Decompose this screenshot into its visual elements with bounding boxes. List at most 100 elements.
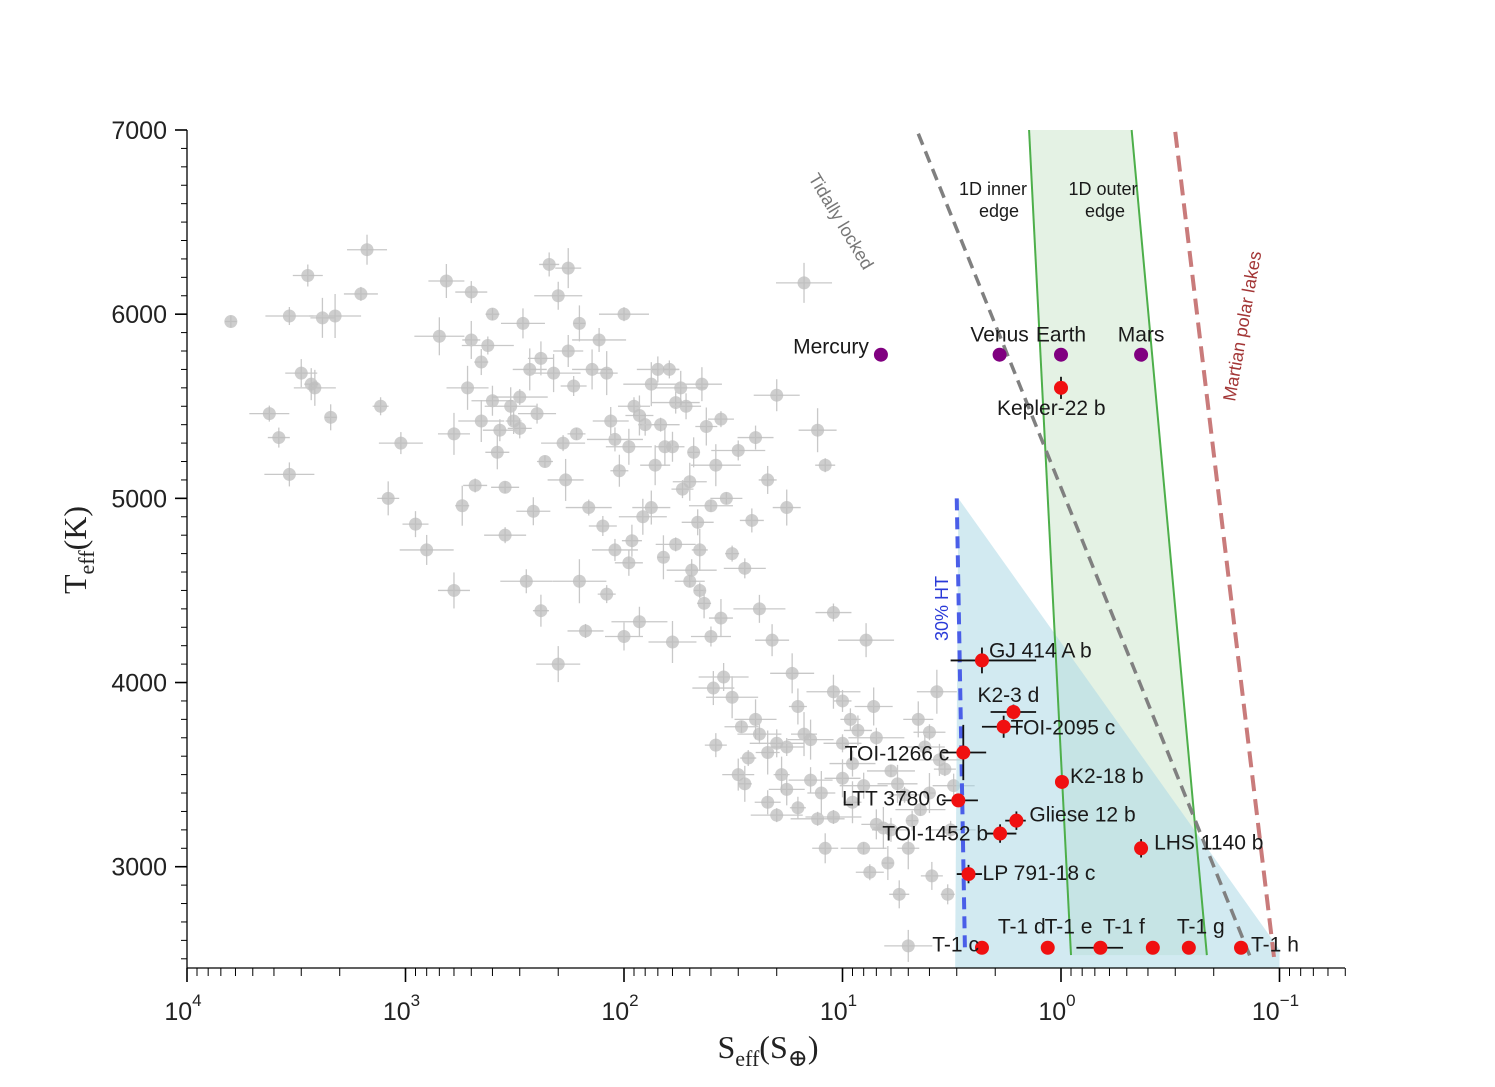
background-point: [695, 407, 718, 446]
background-point: [249, 405, 290, 422]
background-point: [724, 720, 759, 734]
background-point: [484, 527, 527, 544]
planet-marker: [1134, 841, 1149, 856]
background-point: [788, 767, 833, 794]
background-point-marker: [485, 394, 499, 408]
background-point-marker: [644, 377, 658, 391]
background-point-marker: [836, 771, 849, 785]
background-point: [565, 499, 612, 516]
background-point: [866, 764, 915, 778]
background-point: [824, 759, 861, 798]
background-point-marker: [625, 534, 639, 548]
region-layer: [955, 130, 1280, 968]
background-point-marker: [354, 287, 368, 301]
background-point-marker: [826, 685, 840, 699]
background-point: [798, 408, 837, 453]
planet-label: T-1 g: [1177, 916, 1225, 939]
background-point-marker: [617, 629, 631, 643]
solar-planet-marker: [992, 347, 1007, 362]
solar-mars: Mars: [1118, 324, 1164, 362]
background-point-marker: [526, 504, 540, 518]
background-point-marker: [925, 869, 939, 883]
background-point: [787, 719, 834, 760]
background-point: [737, 765, 752, 802]
background-point-marker: [884, 764, 898, 778]
background-point-marker: [656, 550, 670, 564]
background-point-marker: [651, 362, 665, 376]
background-point-marker: [572, 316, 586, 330]
x-tick-label: 104: [164, 991, 201, 1026]
background-point: [611, 606, 668, 637]
planet-marker: [1054, 774, 1069, 789]
solar-mercury: Mercury: [793, 336, 888, 362]
background-point: [843, 715, 872, 746]
background-point-marker: [592, 333, 606, 347]
background-point: [737, 724, 782, 745]
background-point-marker: [464, 333, 478, 347]
background-point-marker: [932, 753, 946, 767]
background-point-marker: [765, 633, 779, 647]
background-point-marker: [843, 712, 857, 726]
planet-label: LTT 3780 c: [842, 787, 946, 810]
background-point: [688, 499, 733, 513]
background-point-marker: [741, 751, 755, 765]
background-point-marker: [561, 344, 575, 358]
background-point-marker: [439, 274, 453, 288]
planet-label: T-1 d: [998, 916, 1046, 939]
x-axis-title: Seff(S⊕): [717, 1029, 818, 1072]
background-point: [586, 427, 643, 452]
solar-earth: Earth: [1036, 324, 1086, 362]
background-point: [723, 558, 766, 579]
background-point-marker: [770, 736, 784, 750]
background-point-marker: [282, 309, 296, 323]
planet-label: K2-3 d: [977, 684, 1039, 707]
background-point-marker: [636, 510, 650, 524]
background-point-marker: [224, 315, 238, 329]
planet-marker: [1093, 940, 1108, 955]
background-point: [414, 317, 465, 356]
planet-k2-3-d: K2-3 d: [977, 684, 1039, 720]
background-point-marker: [863, 865, 877, 879]
background-point: [461, 336, 514, 355]
background-point: [914, 743, 965, 776]
background-point-marker: [738, 561, 752, 575]
background-point-marker: [498, 480, 512, 494]
background-point-marker: [685, 563, 699, 577]
solar-planet-label: Earth: [1036, 324, 1086, 347]
background-point: [500, 569, 553, 594]
background-point-marker: [731, 443, 745, 457]
planet-marker: [1054, 380, 1068, 395]
planet-marker: [961, 867, 976, 882]
background-point-marker: [617, 307, 631, 321]
planet-t-1-e: T-1 e: [1045, 916, 1124, 955]
planet-label: Kepler-22 b: [997, 397, 1106, 420]
background-point: [293, 369, 336, 406]
planet-kepler-22-b: Kepler-22 b: [997, 376, 1106, 420]
background-point: [711, 440, 766, 461]
background-point: [758, 465, 777, 494]
background-point: [877, 764, 918, 803]
background-point-marker: [811, 423, 825, 437]
background-point: [690, 626, 731, 647]
background-point-marker: [845, 757, 859, 771]
planet-marker: [951, 793, 966, 808]
background-point: [790, 811, 845, 826]
y-tick-label: 4000: [111, 670, 167, 698]
background-point-marker: [658, 440, 672, 454]
background-point: [534, 281, 583, 310]
background-points-layer: [224, 234, 976, 962]
background-point-marker: [745, 513, 759, 527]
background-point: [541, 435, 586, 452]
background-point-marker: [612, 464, 626, 478]
planet-toi-1266-c: TOI-1266 c: [845, 724, 987, 781]
background-point-marker: [775, 768, 789, 782]
planet-t-1-d: T-1 d: [998, 916, 1055, 955]
background-point-marker: [941, 887, 955, 901]
background-point: [704, 733, 727, 758]
background-point-marker: [693, 543, 707, 557]
background-point-marker: [780, 782, 794, 796]
background-point: [768, 773, 805, 806]
tidally-locked-label: Tidally locked: [805, 170, 878, 273]
background-point-marker: [770, 388, 784, 402]
planet-marker: [974, 653, 989, 668]
